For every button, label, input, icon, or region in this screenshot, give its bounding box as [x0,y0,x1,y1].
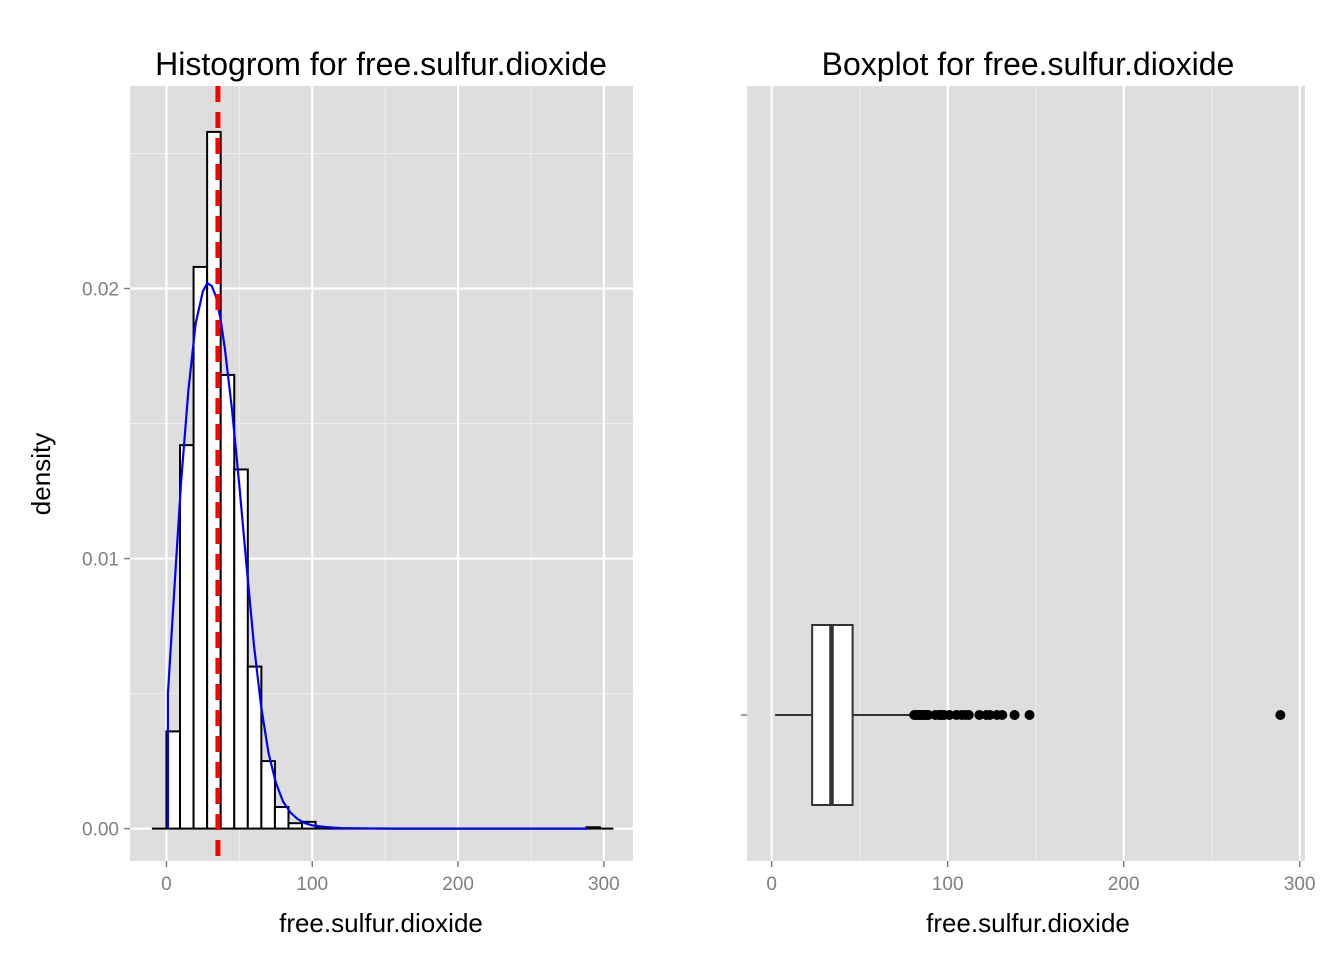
boxplot-outliers [909,710,1286,720]
boxplot-outlier-point [997,710,1008,720]
boxplot-panel: 0 100 200 300 Boxplot for free.sulfur.dioxi… [741,46,1316,938]
histogram-bar [233,468,249,830]
histogram-bar [273,805,290,830]
boxplot-outlier-point [1024,710,1035,720]
boxplot-gridlines [770,86,1301,861]
boxplot-x-tick-label: 0 [766,874,777,895]
boxplot-x-axis-title: free.sulfur.dioxide [926,908,1130,938]
boxplot-outlier-point [984,710,995,720]
boxplot-x-tick-label: 300 [1284,874,1316,895]
histogram-y-axis-title: density [26,433,56,515]
histogram-x-tick-label: 100 [296,874,328,895]
histogram-ticks: 0 100 200 300 0.00 0.01 0.02 [82,280,620,895]
boxplot-outlier-point [944,710,955,720]
boxplot-ticks: 0 100 200 300 [741,714,1316,895]
histogram-x-axis-title: free.sulfur.dioxide [279,908,483,938]
histogram-bar [260,760,276,830]
boxplot-geometry [775,624,913,806]
histogram-bars [151,130,614,830]
boxplot-title: Boxplot for free.sulfur.dioxide [822,46,1235,82]
histogram-y-tick-label: 0.00 [82,820,119,841]
histogram-panel: 0 100 200 300 0.00 0.01 0.02 Histogrom for fre… [26,46,633,938]
histogram-x-tick-label: 0 [161,874,172,895]
histogram-x-tick-label: 300 [588,874,620,895]
boxplot-outlier-point [923,710,934,720]
boxplot-x-tick-label: 200 [1108,874,1140,895]
histogram-bar [192,265,209,830]
histogram-x-tick-label: 200 [442,874,474,895]
histogram-bar [287,822,304,830]
histogram-bar [246,665,263,830]
histogram-bar [179,444,195,830]
histogram-bar [219,373,236,830]
boxplot-x-tick-label: 100 [932,874,964,895]
histogram-bar [585,826,601,830]
histogram-title: Histogrom for free.sulfur.dioxide [155,46,607,82]
boxplot-outlier-point [1275,710,1286,720]
density-curve [166,281,588,830]
boxplot-outlier-point [1009,710,1020,720]
histogram-y-tick-label: 0.02 [82,280,119,301]
boxplot-outlier-point [963,710,974,720]
boxplot-outlier-point [974,710,985,720]
histogram-y-tick-label: 0.01 [82,550,119,571]
